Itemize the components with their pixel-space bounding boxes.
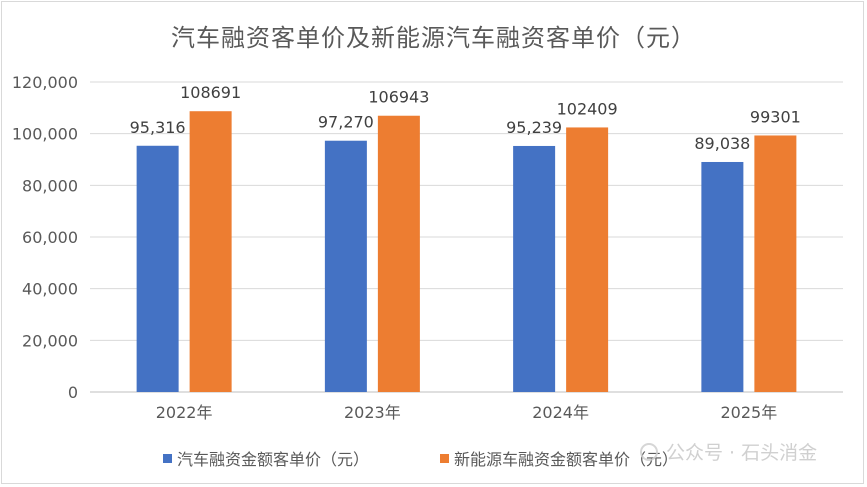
bar <box>566 127 609 392</box>
legend-label-series-1: 汽车融资金额客单价（元） <box>177 450 370 469</box>
legend-item-series-1: 汽车融资金额客单价（元） <box>163 446 369 470</box>
legend-item-series-2: 新能源车融资金额客单价（元） <box>440 446 678 470</box>
wechat-icon <box>640 442 658 461</box>
x-tick-label: 2022年 <box>156 403 213 422</box>
y-tick-label: 100,000 <box>12 125 78 144</box>
legend-swatch-series-1 <box>163 453 172 463</box>
x-tick-label: 2024年 <box>532 403 589 422</box>
bar <box>513 145 556 392</box>
legend-label-series-2: 新能源车融资金额客单价（元） <box>454 450 679 469</box>
data-label: 108691 <box>180 83 241 102</box>
data-label: 102409 <box>557 99 618 118</box>
bar <box>189 111 232 393</box>
x-tick-label: 2023年 <box>344 403 401 422</box>
data-label: 95,239 <box>506 118 562 137</box>
bar <box>701 161 744 392</box>
watermark-text: 公众号 · 石头消金 <box>666 442 818 464</box>
legend-swatch-series-2 <box>440 453 449 463</box>
x-tick-label: 2025年 <box>721 403 778 422</box>
data-label: 97,270 <box>318 113 374 132</box>
data-label: 95,316 <box>130 118 186 137</box>
data-label: 89,038 <box>694 134 750 153</box>
bar <box>754 135 797 392</box>
data-label: 106943 <box>368 88 429 107</box>
y-tick-label: 0 <box>68 383 78 402</box>
data-label: 99301 <box>750 107 801 126</box>
watermark: 公众号 · 石头消金 <box>640 438 817 465</box>
y-tick-label: 20,000 <box>22 331 78 350</box>
y-tick-label: 80,000 <box>22 176 78 195</box>
y-tick-label: 40,000 <box>22 280 78 299</box>
bar <box>136 145 179 392</box>
y-tick-label: 60,000 <box>22 228 78 247</box>
chart-title: 汽车融资客单价及新能源汽车融资客单价（元） <box>171 24 696 52</box>
y-tick-label: 120,000 <box>12 73 78 92</box>
bar <box>377 115 420 392</box>
bar <box>324 140 367 392</box>
